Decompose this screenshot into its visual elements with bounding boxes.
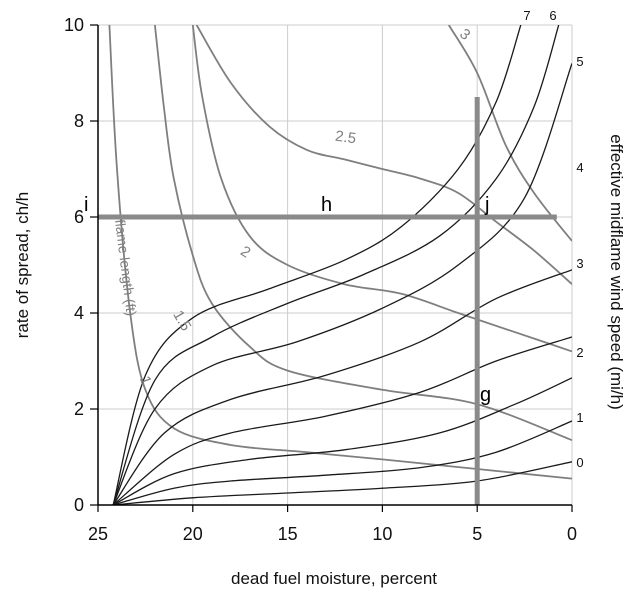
- wind-speed-label-1: 1: [576, 410, 583, 425]
- y-tick-label: 2: [74, 399, 84, 419]
- wind-speed-curve-0: [113, 461, 572, 505]
- wind-speed-label-3: 3: [576, 256, 583, 271]
- y2-axis-title: effective midflame wind speed (mi/h): [607, 134, 626, 410]
- annotation-i: i: [84, 194, 88, 216]
- wind-speed-curve-2: [112, 377, 572, 505]
- annotation-j: j: [484, 194, 489, 216]
- y-tick-label: 6: [74, 207, 84, 227]
- x-axis-title: dead fuel moisture, percent: [231, 569, 437, 588]
- flame-length-curve-1: [108, 25, 572, 480]
- x-tick-label: 5: [472, 524, 482, 544]
- annotation-g: g: [480, 384, 491, 406]
- annotation-h: h: [321, 194, 332, 216]
- y-tick-label: 4: [74, 303, 84, 323]
- wind-speed-label-2: 2: [576, 345, 583, 360]
- x-tick-label: 10: [372, 524, 392, 544]
- wind-speed-curve-5: [112, 63, 572, 505]
- y-tick-label: 8: [74, 111, 84, 131]
- axes: 0 2 4 6 8 10 25 20 15 10 5 0: [64, 15, 577, 544]
- x-tick-label: 25: [88, 524, 108, 544]
- y-tick-label: 0: [74, 495, 84, 515]
- flame-length-curve-3: [448, 25, 572, 242]
- x-tick-label: 20: [183, 524, 203, 544]
- wind-speed-curve-6: [112, 25, 560, 505]
- wind-speed-curve-4: [112, 269, 572, 505]
- wind-speed-curve-1: [113, 420, 572, 505]
- wind-speed-label-0: 0: [576, 455, 583, 470]
- wind-speed-curves: [112, 25, 572, 505]
- guide-lines: [98, 97, 557, 505]
- wind-speed-label-5: 5: [576, 54, 583, 69]
- flame-length-curve-2: [191, 25, 572, 353]
- y-tick-label: 10: [64, 15, 84, 35]
- x-tick-label: 0: [567, 524, 577, 544]
- flame-length-curves: [108, 25, 572, 480]
- wind-speed-label-7: 7: [523, 8, 530, 23]
- flame-length-curve-2-5: [195, 25, 572, 285]
- wind-speed-label-4: 4: [576, 160, 583, 175]
- wind-speed-label-6: 6: [549, 8, 556, 23]
- wind-speed-curve-7: [112, 25, 522, 505]
- y-axis-title: rate of spread, ch/h: [13, 192, 32, 338]
- flame-length-label: flame length (ft): [112, 218, 140, 316]
- wind-speed-curve-3: [112, 336, 572, 505]
- flame-length-label-2: 2: [237, 243, 253, 262]
- flame-length-label-1-5: 1.5: [169, 307, 194, 334]
- flame-length-label-2-5: 2.5: [334, 128, 357, 148]
- x-tick-label: 15: [278, 524, 298, 544]
- flame-length-curve-1-5: [154, 25, 572, 442]
